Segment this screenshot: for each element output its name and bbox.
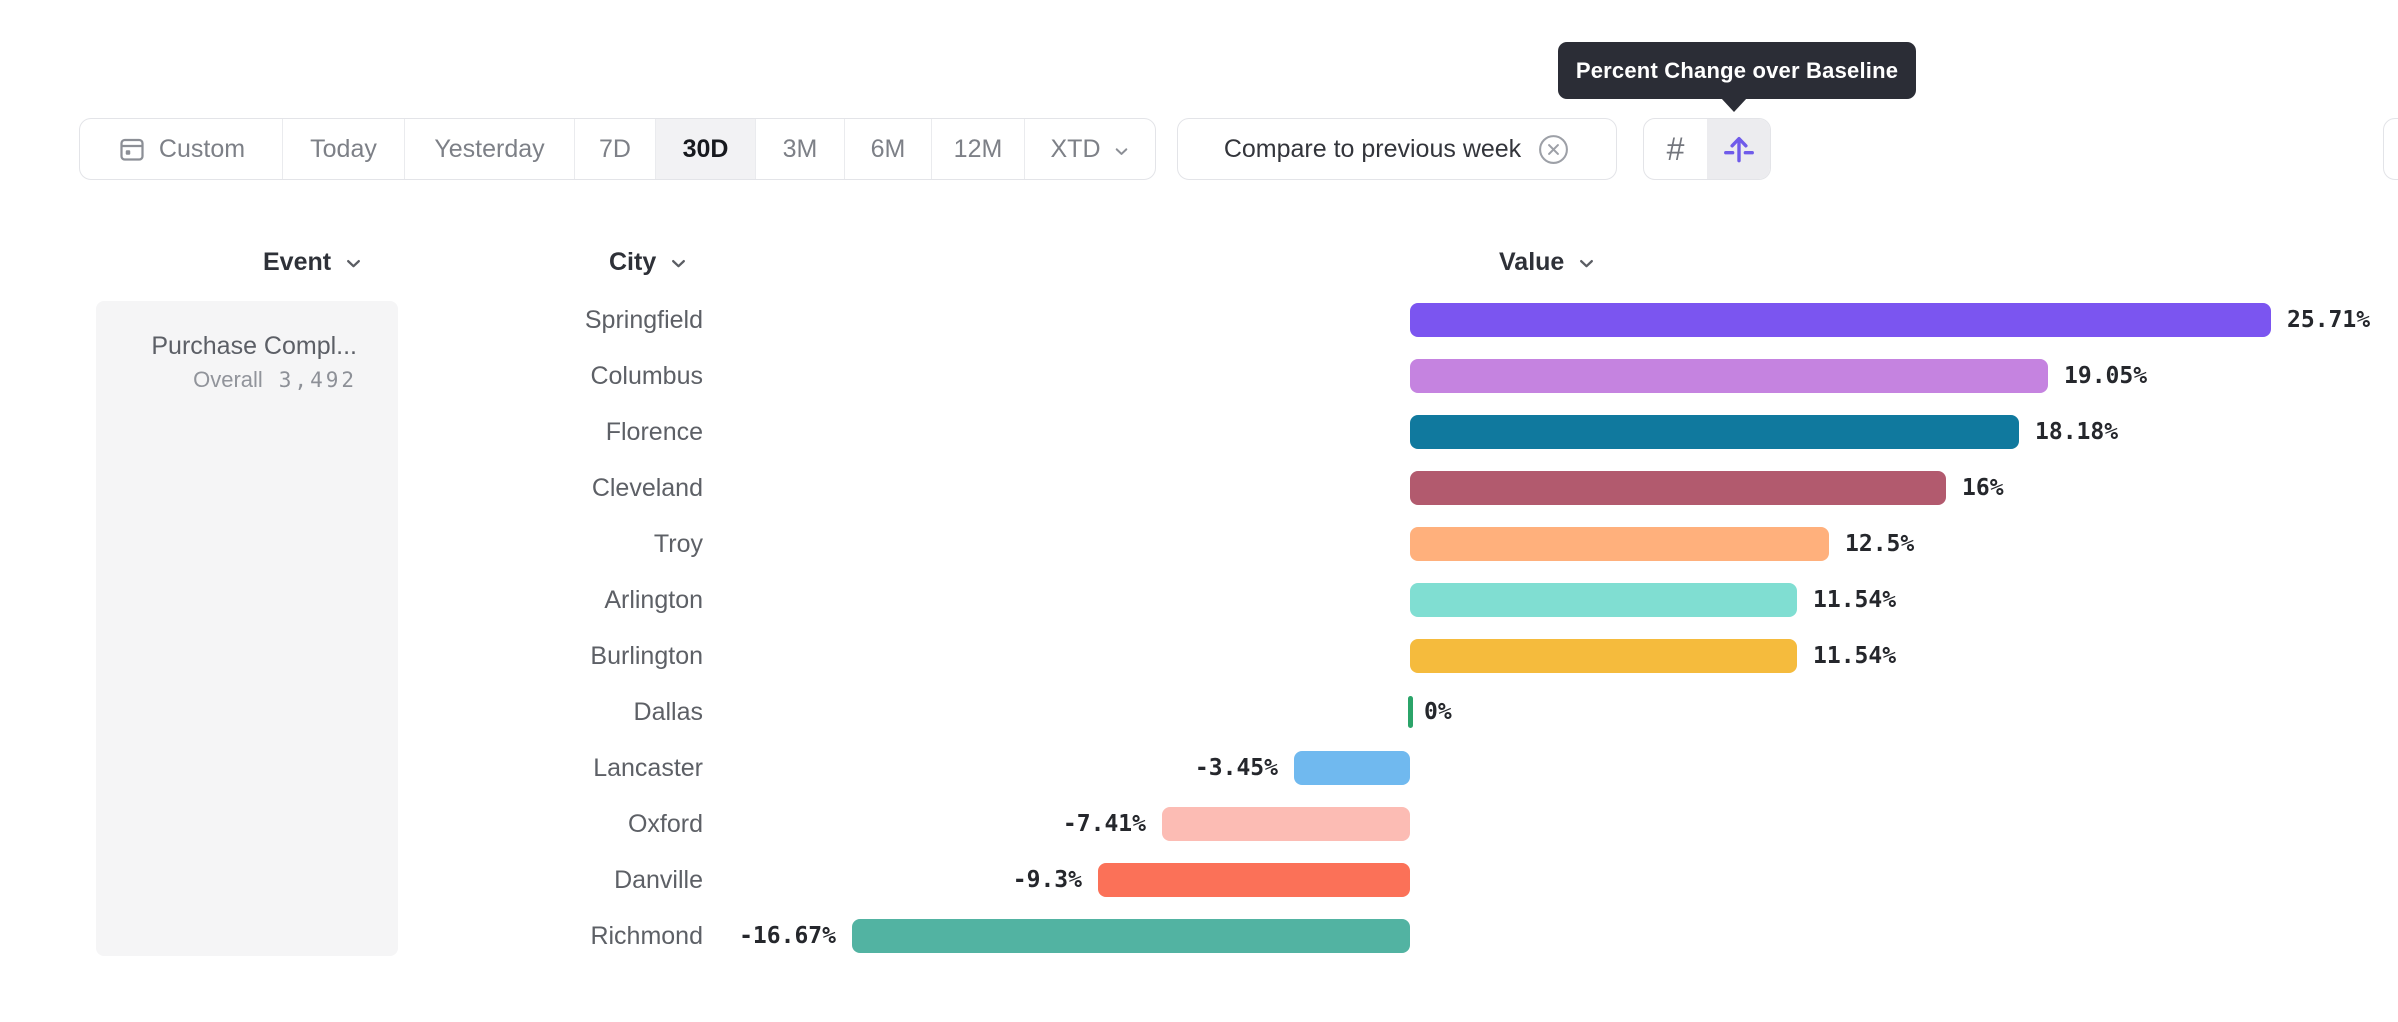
column-header-event-label: Event bbox=[263, 247, 332, 276]
date-range-label: Custom bbox=[158, 134, 246, 163]
chart-row: Troy 12.5% bbox=[0, 516, 2398, 572]
date-range-label: XTD bbox=[1050, 134, 1101, 163]
view-toggle: # bbox=[1643, 118, 1771, 180]
date-range-label: 12M bbox=[953, 134, 1003, 163]
city-label: Cleveland bbox=[591, 474, 703, 502]
column-header-value[interactable]: Value bbox=[1499, 246, 1596, 278]
chart-row: Cleveland 16% bbox=[0, 460, 2398, 516]
value-label: 0% bbox=[1424, 699, 1452, 725]
value-label: 19.05% bbox=[2064, 363, 2148, 389]
absolute-values-button[interactable]: # bbox=[1644, 119, 1707, 179]
compare-chip-label: Compare to previous week bbox=[1223, 134, 1522, 163]
date-range-7d[interactable]: 7D bbox=[575, 119, 656, 179]
value-bar[interactable] bbox=[852, 919, 1410, 953]
city-label: Florence bbox=[605, 418, 703, 446]
date-range-xtd[interactable]: XTD bbox=[1025, 119, 1155, 179]
calendar-icon bbox=[117, 134, 147, 164]
chart-row: Florence 18.18% bbox=[0, 404, 2398, 460]
value-bar[interactable] bbox=[1162, 807, 1410, 841]
tooltip: Percent Change over Baseline bbox=[1558, 42, 1916, 112]
percent-change-over-baseline-button[interactable] bbox=[1707, 119, 1770, 179]
city-label: Danville bbox=[614, 866, 703, 894]
overall-label: Overall bbox=[193, 367, 263, 392]
column-header-city[interactable]: City bbox=[609, 246, 688, 278]
city-label: Springfield bbox=[584, 306, 703, 334]
circle-x-icon[interactable] bbox=[1537, 133, 1570, 166]
event-panel[interactable]: Purchase Compl... Overall 3,492 bbox=[96, 301, 398, 956]
date-range-12m[interactable]: 12M bbox=[932, 119, 1025, 179]
date-range-label: 6M bbox=[870, 134, 906, 163]
column-header-city-label: City bbox=[609, 247, 657, 276]
date-range-today[interactable]: Today bbox=[283, 119, 405, 179]
chart-row: Springfield 25.71% bbox=[0, 292, 2398, 348]
date-range-6m[interactable]: 6M bbox=[845, 119, 932, 179]
date-range-label: 3M bbox=[782, 134, 818, 163]
date-range-3m[interactable]: 3M bbox=[756, 119, 845, 179]
chart-row: Richmond -16.67% bbox=[0, 908, 2398, 964]
chart-row: Columbus 19.05% bbox=[0, 348, 2398, 404]
value-label: 11.54% bbox=[1813, 587, 1897, 613]
date-range-label: Today bbox=[310, 134, 377, 163]
value-bar[interactable] bbox=[1294, 751, 1410, 785]
date-range-yesterday[interactable]: Yesterday bbox=[405, 119, 575, 179]
event-panel-content: Purchase Compl... Overall 3,492 bbox=[151, 331, 357, 393]
city-label: Richmond bbox=[590, 922, 703, 950]
city-label: Columbus bbox=[590, 362, 703, 390]
value-bar[interactable] bbox=[1410, 639, 1797, 673]
chart-row: Lancaster -3.45% bbox=[0, 740, 2398, 796]
value-bar[interactable] bbox=[1410, 359, 2048, 393]
city-label: Oxford bbox=[627, 810, 703, 838]
chart-row: Dallas 0% bbox=[0, 684, 2398, 740]
chevron-down-icon bbox=[344, 254, 363, 273]
bar-chart: Springfield 25.71% Columbus 19.05% Florence 1… bbox=[0, 292, 2398, 964]
date-range-label: Yesterday bbox=[434, 134, 545, 163]
city-label: Burlington bbox=[590, 642, 703, 670]
tooltip-text: Percent Change over Baseline bbox=[1575, 57, 1899, 83]
value-label: -16.67% bbox=[739, 923, 836, 949]
value-label: 12.5% bbox=[1845, 531, 1915, 557]
value-bar[interactable] bbox=[1410, 527, 1829, 561]
value-label: 25.71% bbox=[2287, 307, 2371, 333]
chart-row: Burlington 11.54% bbox=[0, 628, 2398, 684]
chevron-down-icon bbox=[1577, 254, 1596, 273]
date-range-label: 30D bbox=[682, 134, 729, 163]
event-overall-row: Overall 3,492 bbox=[151, 367, 357, 393]
value-label: -3.45% bbox=[1194, 755, 1278, 781]
date-range-custom[interactable]: Custom bbox=[80, 119, 283, 179]
value-bar[interactable] bbox=[1410, 583, 1797, 617]
date-range-30d[interactable]: 30D bbox=[656, 119, 756, 179]
column-header-value-label: Value bbox=[1499, 247, 1565, 276]
cutoff-button[interactable] bbox=[2383, 118, 2398, 180]
city-label: Dallas bbox=[633, 698, 703, 726]
value-bar[interactable] bbox=[1410, 303, 2271, 337]
value-label: 16% bbox=[1962, 475, 2004, 501]
column-header-event[interactable]: Event bbox=[263, 246, 363, 278]
hash-icon: # bbox=[1666, 131, 1685, 167]
value-label: -7.41% bbox=[1062, 811, 1146, 837]
city-label: Lancaster bbox=[593, 754, 703, 782]
city-label: Arlington bbox=[604, 586, 703, 614]
tooltip-arrow bbox=[1721, 98, 1747, 112]
value-bar[interactable] bbox=[1098, 863, 1410, 897]
value-label: 11.54% bbox=[1813, 643, 1897, 669]
chart-row: Oxford -7.41% bbox=[0, 796, 2398, 852]
baseline-arrow-icon bbox=[1721, 131, 1757, 167]
value-bar[interactable] bbox=[1410, 471, 1946, 505]
chart-row: Danville -9.3% bbox=[0, 852, 2398, 908]
chart-row: Arlington 11.54% bbox=[0, 572, 2398, 628]
overall-value: 3,492 bbox=[278, 368, 357, 392]
compare-chip[interactable]: Compare to previous week bbox=[1177, 118, 1617, 180]
city-label: Troy bbox=[653, 530, 703, 558]
chevron-down-icon bbox=[669, 254, 688, 273]
event-title: Purchase Compl... bbox=[151, 332, 357, 360]
value-label: 18.18% bbox=[2035, 419, 2119, 445]
date-range-label: 7D bbox=[599, 134, 631, 163]
date-range-toolbar: Custom Today Yesterday 7D 30D 3M 6M 12M XTD bbox=[79, 118, 1156, 180]
zero-baseline-tick bbox=[1408, 696, 1413, 728]
value-bar[interactable] bbox=[1410, 415, 2019, 449]
value-label: -9.3% bbox=[1012, 867, 1082, 893]
chevron-down-icon bbox=[1113, 143, 1130, 160]
